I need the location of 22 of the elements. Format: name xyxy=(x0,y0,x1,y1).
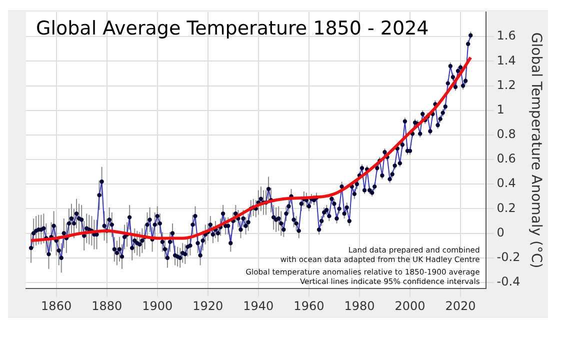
y-tick-label: -0.2 xyxy=(496,250,520,264)
y-tick-label: 0.6 xyxy=(496,152,516,166)
x-tick-label: 1920 xyxy=(192,298,224,313)
x-tick-label: 1860 xyxy=(41,298,72,313)
y-axis-title: Global Temperature Anomaly (°C) xyxy=(528,32,544,268)
y-tick-label: 1.6 xyxy=(496,28,516,43)
y-tick-label: 1.4 xyxy=(496,53,516,68)
y-tick-label: 1.2 xyxy=(496,78,516,92)
x-tick-label: 1900 xyxy=(142,298,173,313)
x-tick-label: 2000 xyxy=(394,298,426,313)
x-tick-label: 1880 xyxy=(92,298,122,313)
x-tick-label: 1980 xyxy=(344,298,375,313)
y-tick-label: 0.8 xyxy=(496,127,516,142)
x-tick-label: 2020 xyxy=(445,298,476,313)
y-tick-label: 1 xyxy=(496,102,504,116)
y-tick-label: 0.2 xyxy=(496,200,516,215)
chart-title: Global Average Temperature 1850 - 2024 xyxy=(36,17,429,40)
y-tick-label: -0.4 xyxy=(496,274,520,289)
x-tick-label: 1960 xyxy=(294,298,324,313)
y-tick-label: 0.4 xyxy=(496,176,516,190)
y-tick-label: 0 xyxy=(496,225,504,240)
x-tick-label: 1940 xyxy=(243,298,274,313)
